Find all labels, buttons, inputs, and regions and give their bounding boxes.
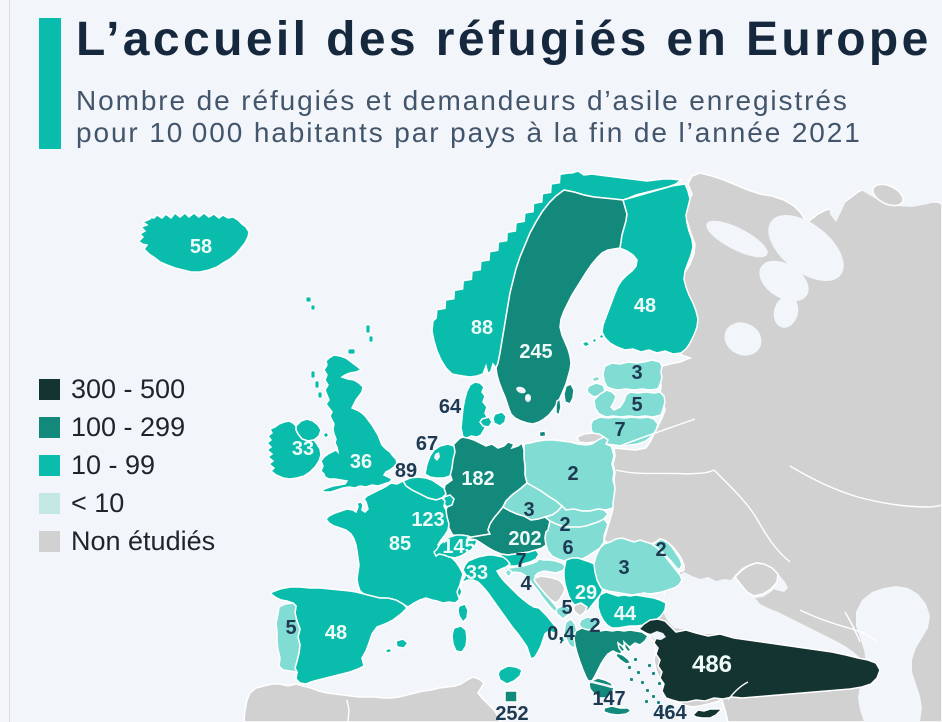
svg-text:48: 48 <box>325 622 347 644</box>
svg-text:202: 202 <box>508 528 541 550</box>
svg-text:88: 88 <box>471 317 493 339</box>
svg-text:147: 147 <box>592 688 625 710</box>
svg-text:0,4: 0,4 <box>547 623 576 645</box>
svg-text:245: 245 <box>519 341 552 363</box>
svg-text:123: 123 <box>411 509 444 531</box>
svg-text:7: 7 <box>515 550 526 572</box>
svg-text:2: 2 <box>559 514 570 536</box>
svg-text:6: 6 <box>562 537 573 559</box>
svg-text:3: 3 <box>618 557 629 579</box>
svg-text:5: 5 <box>285 617 296 639</box>
svg-text:58: 58 <box>190 236 212 258</box>
svg-text:3: 3 <box>523 499 534 521</box>
svg-text:252: 252 <box>495 703 528 722</box>
svg-text:48: 48 <box>634 295 656 317</box>
svg-text:3: 3 <box>631 362 642 384</box>
svg-text:2: 2 <box>655 539 666 561</box>
svg-text:89: 89 <box>395 460 417 482</box>
svg-text:64: 64 <box>439 396 462 418</box>
svg-text:4: 4 <box>520 573 532 595</box>
svg-text:67: 67 <box>416 433 438 455</box>
svg-text:85: 85 <box>389 533 411 555</box>
svg-text:145: 145 <box>442 536 475 558</box>
svg-text:36: 36 <box>350 451 372 473</box>
svg-text:464: 464 <box>653 702 687 722</box>
svg-text:29: 29 <box>575 582 597 604</box>
svg-text:33: 33 <box>292 438 314 460</box>
svg-text:5: 5 <box>561 597 572 619</box>
svg-text:2: 2 <box>567 463 578 485</box>
svg-text:2: 2 <box>589 615 600 637</box>
svg-text:44: 44 <box>614 603 637 625</box>
svg-text:182: 182 <box>461 468 494 490</box>
svg-text:486: 486 <box>692 651 732 678</box>
svg-text:5: 5 <box>631 394 642 416</box>
svg-text:7: 7 <box>614 419 625 441</box>
svg-text:33: 33 <box>466 562 488 584</box>
